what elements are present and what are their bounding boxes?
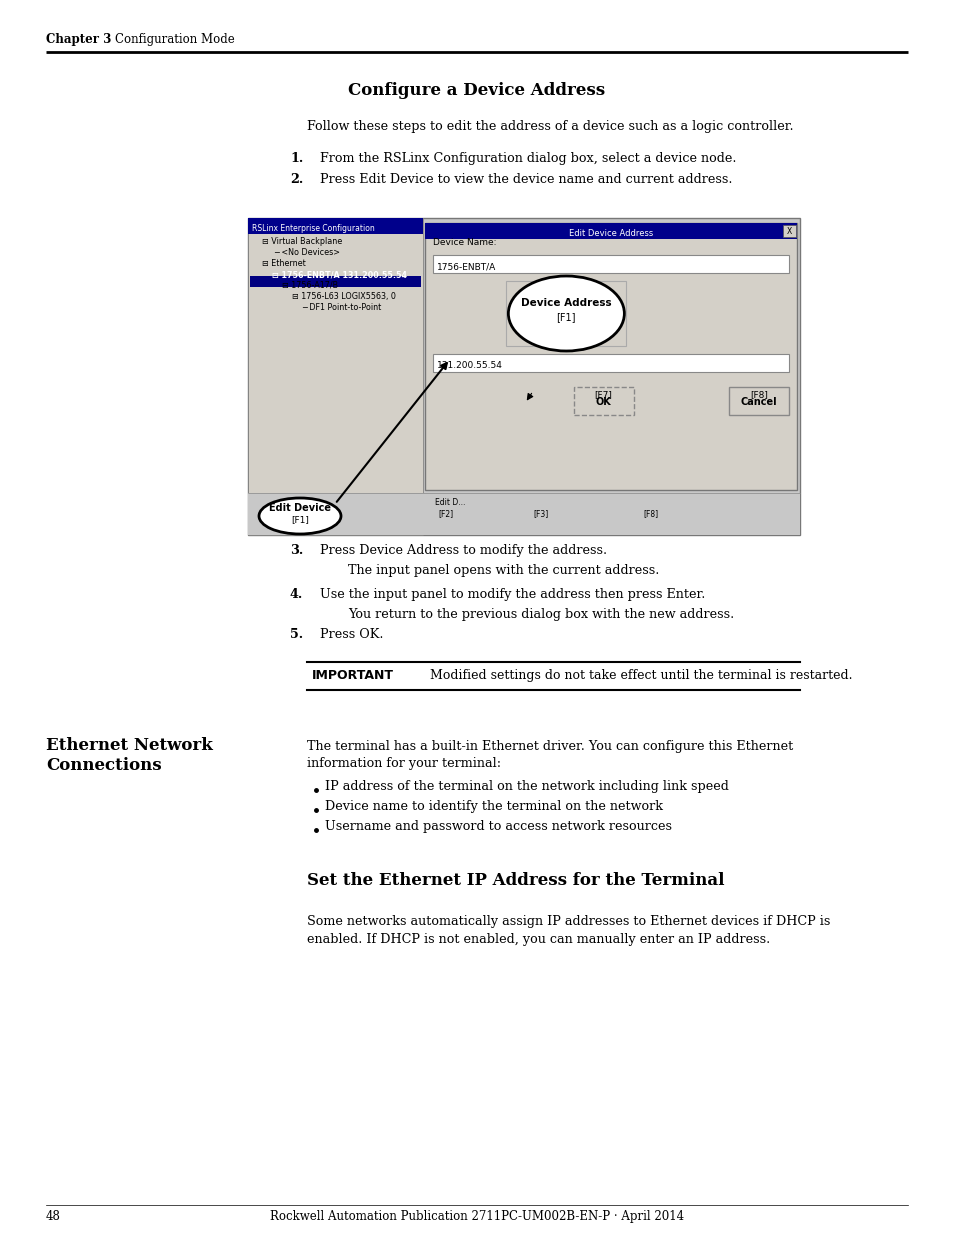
FancyBboxPatch shape bbox=[424, 224, 796, 240]
Text: Rockwell Automation Publication 2711PC-UM002B-EN-P · April 2014: Rockwell Automation Publication 2711PC-U… bbox=[270, 1210, 683, 1223]
FancyBboxPatch shape bbox=[573, 387, 633, 415]
Text: Chapter 3: Chapter 3 bbox=[46, 33, 112, 46]
Text: 4.: 4. bbox=[290, 588, 303, 601]
Text: ─ DF1 Point-to-Point: ─ DF1 Point-to-Point bbox=[302, 303, 381, 312]
Text: [F1]: [F1] bbox=[291, 515, 309, 524]
Text: 2.: 2. bbox=[290, 173, 303, 186]
Text: 48: 48 bbox=[46, 1210, 61, 1223]
Text: Some networks automatically assign IP addresses to Ethernet devices if DHCP is: Some networks automatically assign IP ad… bbox=[307, 915, 829, 927]
FancyBboxPatch shape bbox=[248, 219, 422, 535]
Text: [F3]: [F3] bbox=[533, 509, 548, 517]
Text: ⊟ 1756-L63 LOGIX5563, 0: ⊟ 1756-L63 LOGIX5563, 0 bbox=[292, 291, 395, 301]
FancyBboxPatch shape bbox=[728, 387, 788, 415]
Ellipse shape bbox=[508, 275, 623, 351]
Text: [F8]: [F8] bbox=[749, 390, 767, 399]
Text: Press Device Address to modify the address.: Press Device Address to modify the addre… bbox=[319, 543, 606, 557]
Text: ⊟ Ethernet: ⊟ Ethernet bbox=[262, 259, 305, 268]
Text: Cancel: Cancel bbox=[740, 396, 777, 408]
Text: information for your terminal:: information for your terminal: bbox=[307, 757, 500, 769]
FancyBboxPatch shape bbox=[248, 219, 422, 233]
Text: Set the Ethernet IP Address for the Terminal: Set the Ethernet IP Address for the Term… bbox=[307, 872, 723, 889]
FancyBboxPatch shape bbox=[424, 224, 796, 490]
FancyBboxPatch shape bbox=[782, 225, 795, 237]
Text: Edit Device: Edit Device bbox=[269, 503, 331, 513]
FancyBboxPatch shape bbox=[250, 275, 420, 287]
Text: Press OK.: Press OK. bbox=[319, 629, 383, 641]
Text: Ethernet Network: Ethernet Network bbox=[46, 737, 213, 755]
FancyBboxPatch shape bbox=[433, 254, 788, 273]
Text: You return to the previous dialog box with the new address.: You return to the previous dialog box wi… bbox=[348, 608, 734, 621]
Text: The input panel opens with the current address.: The input panel opens with the current a… bbox=[348, 564, 659, 577]
Text: Follow these steps to edit the address of a device such as a logic controller.: Follow these steps to edit the address o… bbox=[307, 120, 793, 133]
Text: IP address of the terminal on the network including link speed: IP address of the terminal on the networ… bbox=[325, 781, 728, 793]
Text: [F7]: [F7] bbox=[594, 390, 612, 399]
Text: 3.: 3. bbox=[290, 543, 303, 557]
Text: Press Edit Device to view the device name and current address.: Press Edit Device to view the device nam… bbox=[319, 173, 732, 186]
Text: From the RSLinx Configuration dialog box, select a device node.: From the RSLinx Configuration dialog box… bbox=[319, 152, 736, 165]
FancyBboxPatch shape bbox=[506, 282, 626, 346]
Text: ─ <No Devices>: ─ <No Devices> bbox=[274, 248, 339, 257]
FancyBboxPatch shape bbox=[248, 219, 800, 535]
Text: Username and password to access network resources: Username and password to access network … bbox=[325, 820, 671, 832]
Text: Device name to identify the terminal on the network: Device name to identify the terminal on … bbox=[325, 800, 662, 813]
Text: Device Name:: Device Name: bbox=[433, 238, 496, 247]
Text: Connections: Connections bbox=[46, 757, 161, 774]
Text: 131.200.55.54: 131.200.55.54 bbox=[436, 361, 502, 370]
Text: ⊟ Virtual Backplane: ⊟ Virtual Backplane bbox=[262, 237, 342, 246]
Text: 1756-ENBT/A: 1756-ENBT/A bbox=[436, 262, 496, 270]
Text: ⊟ 1756-ENBT/A 131.200.55.54: ⊟ 1756-ENBT/A 131.200.55.54 bbox=[272, 270, 407, 279]
Ellipse shape bbox=[258, 498, 340, 534]
Text: Edit D...: Edit D... bbox=[435, 498, 465, 508]
FancyBboxPatch shape bbox=[433, 354, 788, 372]
Text: [F8]: [F8] bbox=[642, 509, 658, 517]
FancyBboxPatch shape bbox=[248, 493, 800, 535]
Text: Edit Device Address: Edit Device Address bbox=[568, 228, 653, 238]
Text: Device Address: Device Address bbox=[520, 299, 611, 309]
Text: RSLinx Enterprise Configuration: RSLinx Enterprise Configuration bbox=[252, 224, 375, 233]
Text: enabled. If DHCP is not enabled, you can manually enter an IP address.: enabled. If DHCP is not enabled, you can… bbox=[307, 932, 769, 946]
Text: Modified settings do not take effect until the terminal is restarted.: Modified settings do not take effect unt… bbox=[430, 669, 852, 682]
Text: 1.: 1. bbox=[290, 152, 303, 165]
Text: [F1]: [F1] bbox=[556, 312, 576, 322]
Text: Configuration Mode: Configuration Mode bbox=[115, 33, 234, 46]
Text: X: X bbox=[786, 227, 791, 236]
Text: Use the input panel to modify the address then press Enter.: Use the input panel to modify the addres… bbox=[319, 588, 704, 601]
Text: ⊟ 1756-A17/B: ⊟ 1756-A17/B bbox=[282, 282, 337, 290]
Text: [F2]: [F2] bbox=[437, 509, 453, 517]
Text: Configure a Device Address: Configure a Device Address bbox=[348, 82, 605, 99]
Text: IMPORTANT: IMPORTANT bbox=[312, 669, 394, 682]
Text: The terminal has a built-in Ethernet driver. You can configure this Ethernet: The terminal has a built-in Ethernet dri… bbox=[307, 740, 792, 753]
Text: OK: OK bbox=[595, 396, 611, 408]
Text: 5.: 5. bbox=[290, 629, 303, 641]
